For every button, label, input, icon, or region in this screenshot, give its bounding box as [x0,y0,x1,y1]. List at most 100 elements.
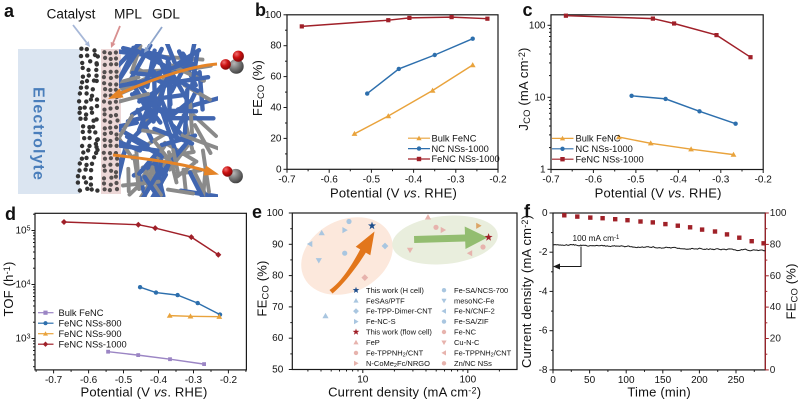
svg-text:10: 10 [534,92,546,103]
svg-text:70: 70 [272,302,284,313]
svg-text:-0.6: -0.6 [321,174,339,185]
svg-text:200: 200 [691,375,708,386]
svg-text:100 mA cm-1: 100 mA cm-1 [573,233,621,243]
svg-text:mesoNC-Fe: mesoNC-Fe [454,296,494,305]
svg-text:-0.6: -0.6 [585,175,603,186]
svg-text:-4: -4 [539,286,548,297]
svg-text:-8: -8 [539,365,548,376]
svg-text:Time (min): Time (min) [627,384,691,399]
svg-text:Fe-SA/NCS-700: Fe-SA/NCS-700 [454,286,508,295]
svg-text:-0.4: -0.4 [670,175,688,186]
svg-text:f: f [524,202,531,222]
svg-text:150: 150 [654,375,671,386]
svg-text:JCO (mA cm-2): JCO (mA cm-2) [516,47,532,130]
svg-text:-0.3: -0.3 [447,174,465,185]
svg-text:-0.4: -0.4 [150,375,168,386]
svg-text:Bulk FeNC: Bulk FeNC [59,308,104,318]
svg-text:-0.5: -0.5 [363,174,381,185]
svg-text:100: 100 [529,20,546,31]
svg-text:NC NSs-1000: NC NSs-1000 [576,144,633,154]
svg-text:0: 0 [542,208,548,219]
svg-text:60: 60 [770,271,782,282]
svg-text:Fe-TPP-Dimer-CNT: Fe-TPP-Dimer-CNT [366,307,433,316]
svg-text:Potential (V vs. RHE): Potential (V vs. RHE) [330,185,457,200]
svg-text:FeNC NSs-1000: FeNC NSs-1000 [576,154,644,164]
svg-text:-0.7: -0.7 [45,375,63,386]
svg-text:Electrolyte: Electrolyte [30,87,47,181]
svg-text:-0.3: -0.3 [185,375,203,386]
svg-text:-0.5: -0.5 [627,175,645,186]
svg-text:50: 50 [584,375,596,386]
svg-text:Fe-SA/ZIF: Fe-SA/ZIF [454,317,489,326]
svg-text:-0.3: -0.3 [712,175,730,186]
svg-text:20: 20 [270,133,282,144]
svg-text:FECO (%): FECO (%) [783,263,799,319]
svg-text:Bulk FeNC: Bulk FeNC [576,134,621,144]
svg-text:FECO (%): FECO (%) [254,260,270,316]
svg-text:50: 50 [272,365,284,376]
svg-text:GDL: GDL [152,7,180,22]
svg-text:Catalyst: Catalyst [47,7,96,22]
svg-text:-0.2: -0.2 [755,175,773,186]
svg-text:0: 0 [770,365,776,376]
svg-text:100: 100 [618,375,635,386]
svg-text:e: e [252,202,262,222]
svg-text:60: 60 [272,333,284,344]
svg-text:NC NSs-1000: NC NSs-1000 [432,144,489,154]
svg-text:104: 104 [15,279,30,290]
svg-text:Potential (V vs. RHE): Potential (V vs. RHE) [80,384,207,399]
svg-text:-0.7: -0.7 [278,174,296,185]
svg-text:40: 40 [270,103,282,114]
svg-text:0: 0 [276,164,282,175]
svg-text:Fe-TPPNH2/CNT: Fe-TPPNH2/CNT [454,349,512,359]
svg-text:Potential (V vs. RHE): Potential (V vs. RHE) [595,186,722,201]
svg-text:FeNC NSs-800: FeNC NSs-800 [59,318,122,328]
svg-text:-6: -6 [539,326,548,337]
svg-text:FeP: FeP [366,338,380,347]
svg-text:100: 100 [267,208,284,219]
svg-text:c: c [523,0,533,20]
svg-text:Current density (mA cm-2): Current density (mA cm-2) [519,215,534,368]
svg-text:Bulk FeNC: Bulk FeNC [432,133,477,143]
svg-text:N-CoMe2Fc/NRGO: N-CoMe2Fc/NRGO [366,359,430,369]
svg-text:100: 100 [265,10,282,21]
svg-text:80: 80 [270,41,282,52]
svg-text:20: 20 [770,334,782,345]
svg-text:TOF (h-1): TOF (h-1) [1,261,16,316]
svg-text:-2: -2 [539,247,548,258]
svg-text:1: 1 [540,164,546,175]
svg-text:100: 100 [459,375,476,386]
svg-text:90: 90 [272,239,284,250]
svg-text:a: a [4,1,15,21]
svg-text:FeNC NSs-1000: FeNC NSs-1000 [432,154,500,164]
svg-text:FECO (%): FECO (%) [250,60,266,116]
svg-text:b: b [255,0,266,20]
svg-text:-0.6: -0.6 [80,375,98,386]
svg-text:MPL: MPL [114,7,142,22]
svg-text:-0.5: -0.5 [115,375,133,386]
svg-text:100: 100 [770,208,787,219]
svg-text:103: 103 [15,333,30,344]
svg-text:Cu-N-C: Cu-N-C [454,338,480,347]
svg-text:-0.2: -0.2 [489,174,507,185]
svg-text:0: 0 [550,375,556,386]
svg-text:Fe-TPPNH2/CNT: Fe-TPPNH2/CNT [366,349,424,359]
svg-text:Fe-NC-S: Fe-NC-S [366,317,396,326]
svg-text:250: 250 [728,375,745,386]
svg-text:60: 60 [270,72,282,83]
svg-text:-0.4: -0.4 [405,174,423,185]
svg-text:FeNC NSs-1000: FeNC NSs-1000 [59,339,127,349]
svg-text:FeNC NSs-900: FeNC NSs-900 [59,329,122,339]
svg-text:80: 80 [770,239,782,250]
svg-text:-0.2: -0.2 [220,375,238,386]
svg-text:80: 80 [272,271,284,282]
svg-text:-0.7: -0.7 [542,175,560,186]
svg-text:40: 40 [770,302,782,313]
svg-text:Fe-NC: Fe-NC [454,328,477,337]
svg-text:This work (H cell): This work (H cell) [366,286,424,295]
svg-text:d: d [5,204,16,224]
svg-text:10: 10 [357,375,369,386]
svg-text:Fe-N/CNF-2: Fe-N/CNF-2 [454,307,495,316]
svg-text:Current density (mA cm-2): Current density (mA cm-2) [328,385,481,400]
svg-text:FeSAs/PTF: FeSAs/PTF [366,296,405,305]
